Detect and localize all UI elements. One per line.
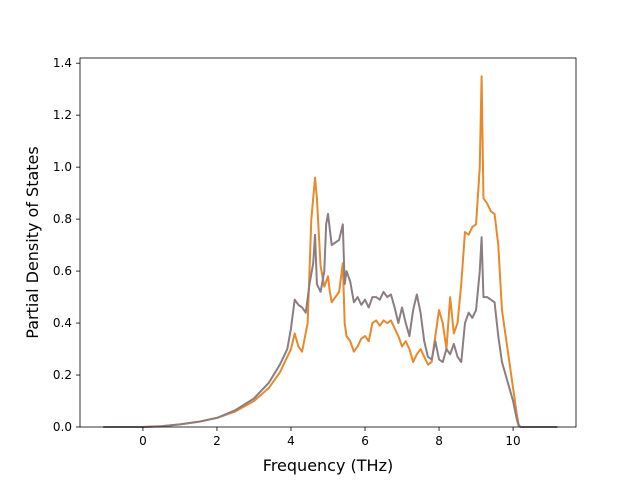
plot-area-frame — [79, 57, 577, 428]
y-tick-label: 0.0 — [53, 420, 72, 434]
series-line-1 — [103, 75, 558, 428]
x-axis-label: Frequency (THz) — [263, 456, 393, 475]
y-tick-label: 1.2 — [53, 108, 72, 122]
x-tick-label: 0 — [139, 434, 147, 448]
y-axis-ticks: 0.0 0.2 0.4 0.6 0.8 1.0 1.2 1.4 — [53, 56, 80, 434]
x-axis-ticks: 0 2 4 6 8 10 — [139, 427, 521, 448]
x-tick-label: 2 — [213, 434, 221, 448]
y-tick-label: 0.4 — [53, 316, 72, 330]
x-tick-label: 8 — [435, 434, 443, 448]
y-tick-label: 1.0 — [53, 160, 72, 174]
x-tick-label: 6 — [361, 434, 369, 448]
x-tick-label: 4 — [287, 434, 295, 448]
y-tick-label: 0.8 — [53, 212, 72, 226]
series-layer — [103, 75, 558, 428]
x-tick-label: 10 — [505, 434, 520, 448]
y-tick-label: 0.2 — [53, 368, 72, 382]
series-line-2 — [103, 212, 558, 428]
y-tick-label: 1.4 — [53, 56, 72, 70]
y-axis-label: Partial Density of States — [23, 146, 42, 338]
y-tick-label: 0.6 — [53, 264, 72, 278]
